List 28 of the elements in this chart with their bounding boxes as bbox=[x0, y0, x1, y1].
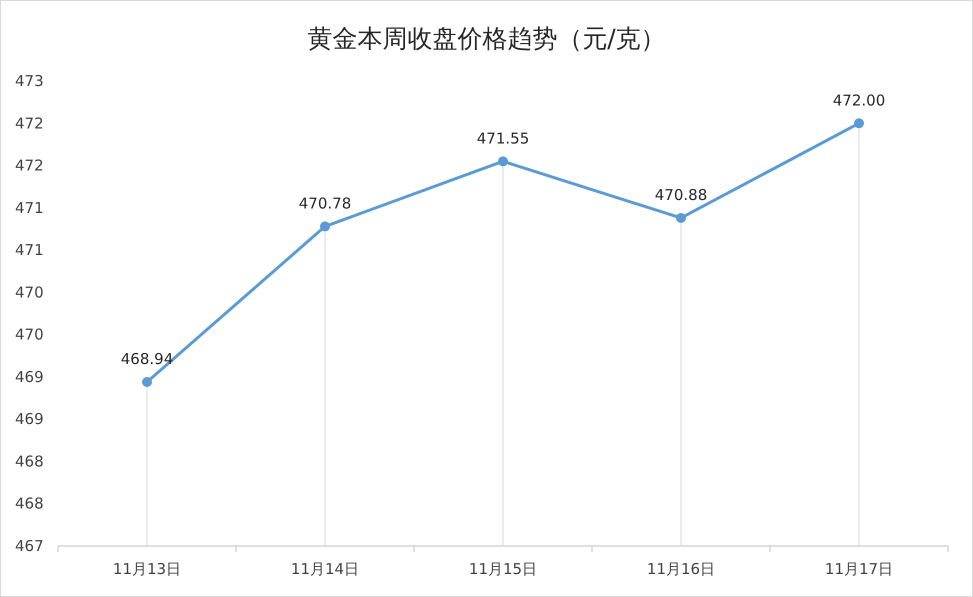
chart-title: 黄金本周收盘价格趋势（元/克） bbox=[307, 24, 666, 53]
y-tick-label: 472 bbox=[15, 114, 44, 132]
y-tick-label: 472 bbox=[15, 156, 44, 175]
x-tick-label: 11月13日 bbox=[112, 560, 182, 578]
y-tick-label: 471 bbox=[15, 198, 44, 217]
x-tick-label: 11月16日 bbox=[646, 560, 716, 578]
y-tick-label: 470 bbox=[15, 326, 44, 344]
text: 471.55 bbox=[476, 129, 530, 148]
y-tick-label: 469 bbox=[15, 410, 44, 428]
y-tick-label: 468 bbox=[15, 452, 44, 470]
y-tick-label: 473 bbox=[15, 72, 44, 90]
text: 470.88 bbox=[654, 186, 708, 204]
y-tick-label: 469 bbox=[15, 368, 44, 386]
y-tick-label: 468 bbox=[15, 494, 44, 513]
x-tick-label: 11月17日 bbox=[824, 560, 894, 578]
y-tick-label: 471 bbox=[15, 241, 44, 260]
y-tick-label: 467 bbox=[15, 537, 44, 555]
point bbox=[498, 156, 508, 166]
x-tick-label: 11月14日 bbox=[290, 560, 360, 578]
point bbox=[676, 212, 686, 223]
text: 468.94 bbox=[120, 350, 174, 368]
text: 472.00 bbox=[832, 91, 886, 110]
y-tick-label: 470 bbox=[15, 283, 44, 302]
text: 470.78 bbox=[298, 194, 352, 212]
point bbox=[320, 221, 330, 232]
x-tick-label: 11月15日 bbox=[468, 560, 538, 578]
point bbox=[142, 376, 152, 387]
point bbox=[854, 118, 864, 128]
